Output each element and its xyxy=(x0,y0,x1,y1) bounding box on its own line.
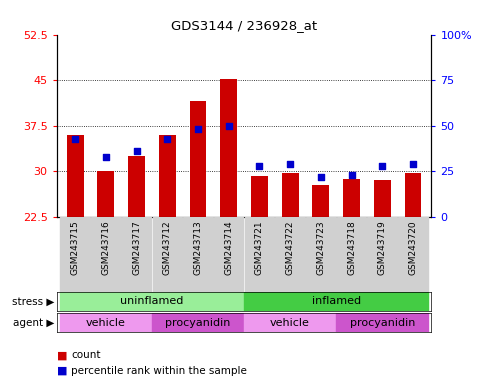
Bar xyxy=(159,135,176,217)
Bar xyxy=(91,217,121,292)
Text: GSM243722: GSM243722 xyxy=(285,221,295,275)
Bar xyxy=(122,217,151,292)
Bar xyxy=(220,79,237,217)
Text: GSM243716: GSM243716 xyxy=(102,221,110,275)
Text: ■: ■ xyxy=(57,366,67,376)
Text: GSM243721: GSM243721 xyxy=(255,221,264,275)
Bar xyxy=(244,313,336,332)
Text: procyanidin: procyanidin xyxy=(350,318,415,328)
Text: GSM243717: GSM243717 xyxy=(132,221,141,275)
Text: agent ▶: agent ▶ xyxy=(13,318,54,328)
Bar xyxy=(282,172,299,217)
Point xyxy=(133,148,141,154)
Bar xyxy=(152,313,244,332)
Title: GDS3144 / 236928_at: GDS3144 / 236928_at xyxy=(171,19,317,32)
Bar xyxy=(313,185,329,217)
Point xyxy=(255,163,263,169)
Bar xyxy=(244,292,428,311)
Text: GSM243718: GSM243718 xyxy=(347,221,356,275)
Bar xyxy=(60,313,152,332)
Point xyxy=(409,161,417,167)
Bar xyxy=(374,180,390,217)
Bar xyxy=(306,217,336,292)
Point xyxy=(348,172,355,178)
Text: vehicle: vehicle xyxy=(86,318,126,328)
Text: GSM243713: GSM243713 xyxy=(193,221,203,275)
Bar xyxy=(398,217,428,292)
Point xyxy=(317,174,325,180)
Text: GSM243715: GSM243715 xyxy=(70,221,80,275)
Text: stress ▶: stress ▶ xyxy=(12,296,54,306)
Text: GSM243712: GSM243712 xyxy=(163,221,172,275)
Point xyxy=(163,136,171,142)
Bar xyxy=(336,313,428,332)
Text: GSM243720: GSM243720 xyxy=(408,221,418,275)
Bar xyxy=(245,217,274,292)
Bar xyxy=(67,135,84,217)
Text: GSM243719: GSM243719 xyxy=(378,221,387,275)
Bar xyxy=(214,217,244,292)
Bar xyxy=(189,101,207,217)
Bar xyxy=(337,217,366,292)
Bar xyxy=(60,292,244,311)
Bar xyxy=(404,172,422,217)
Text: inflamed: inflamed xyxy=(312,296,361,306)
Point xyxy=(286,161,294,167)
Point xyxy=(71,136,79,142)
Text: procyanidin: procyanidin xyxy=(165,318,231,328)
Bar xyxy=(152,217,182,292)
Point xyxy=(378,163,386,169)
Point xyxy=(194,126,202,132)
Text: ■: ■ xyxy=(57,350,67,360)
Point xyxy=(102,154,110,160)
Text: GSM243723: GSM243723 xyxy=(317,221,325,275)
Bar xyxy=(276,217,305,292)
Text: vehicle: vehicle xyxy=(270,318,310,328)
Bar xyxy=(183,217,212,292)
Text: count: count xyxy=(71,350,101,360)
Text: GSM243714: GSM243714 xyxy=(224,221,233,275)
Bar xyxy=(343,179,360,217)
Bar xyxy=(98,171,114,217)
Point xyxy=(225,123,233,129)
Bar xyxy=(128,156,145,217)
Bar xyxy=(60,217,90,292)
Text: percentile rank within the sample: percentile rank within the sample xyxy=(71,366,247,376)
Bar xyxy=(251,175,268,217)
Text: uninflamed: uninflamed xyxy=(120,296,183,306)
Bar xyxy=(367,217,397,292)
